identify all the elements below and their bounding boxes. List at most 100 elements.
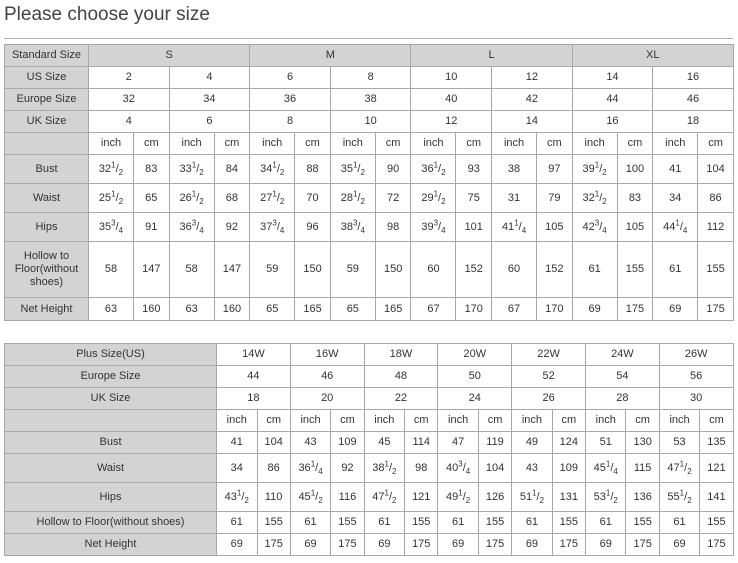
table-cell: 175 [256, 533, 291, 556]
table-cell: 88 [294, 154, 331, 184]
table-cell: 86 [697, 183, 734, 213]
table-cell: 175 [625, 533, 660, 556]
table-cell: 411/4 [491, 212, 538, 242]
table-cell: 4 [168, 66, 251, 89]
table-cell: 61 [216, 511, 258, 534]
table-cell: 101 [455, 212, 493, 242]
table-cell: 155 [256, 511, 291, 534]
table-cell: 97 [536, 154, 573, 184]
unit-label: inch [249, 132, 296, 155]
table-cell: 114 [404, 431, 439, 454]
table-cell: 165 [294, 297, 331, 321]
table-cell: 38 [491, 154, 538, 184]
table-cell: 70 [294, 183, 331, 213]
table-cell: 175 [697, 297, 734, 321]
table-cell: 32 [88, 88, 170, 111]
table-cell: 41 [652, 154, 699, 184]
table-cell: 92 [330, 453, 365, 483]
unit-label: inch [363, 409, 406, 432]
table-cell: 59 [249, 241, 296, 298]
table-cell: 43 [289, 431, 332, 454]
table-cell: 34 [168, 88, 251, 111]
unit-label: inch [168, 132, 215, 155]
table-cell: 65 [133, 183, 170, 213]
unit-label: cm [455, 132, 493, 155]
table-cell: 124 [551, 431, 586, 454]
row-header: Net Height [4, 297, 89, 321]
table-cell: 61 [584, 511, 627, 534]
unit-label: inch [571, 132, 618, 155]
row-header: Hollow to Floor(without shoes) [4, 241, 89, 298]
table-cell: 353/4 [88, 212, 134, 242]
table-cell: 471/2 [658, 453, 701, 483]
table-cell: 152 [455, 241, 493, 298]
table-cell: 54 [584, 365, 660, 388]
table-cell: 36 [249, 88, 331, 111]
table-cell: 291/2 [410, 183, 457, 213]
table-cell: 321/2 [88, 154, 134, 184]
table-cell: 100 [616, 154, 654, 184]
table-cell: 147 [213, 241, 251, 298]
table-cell: 44 [571, 88, 654, 111]
row-header: UK Size [4, 387, 217, 410]
table-cell: 155 [616, 241, 654, 298]
table-cell: 90 [374, 154, 412, 184]
table-cell: 8 [329, 66, 412, 89]
table-cell: 251/2 [88, 183, 134, 213]
table-cell: 131 [551, 482, 586, 512]
unit-label: cm [256, 409, 291, 432]
table-cell: 160 [133, 297, 170, 321]
table-cell: 383/4 [329, 212, 376, 242]
table-cell: 40 [410, 88, 493, 111]
table-cell: 22 [363, 387, 439, 410]
table-cell: 43 [511, 453, 553, 483]
unit-label: inch [491, 132, 538, 155]
table-cell: 18W [363, 343, 439, 366]
table-cell: 53 [658, 431, 701, 454]
unit-label: cm [404, 409, 439, 432]
measure-row: Waist 34 86 361/4 92 381/2 98 403/4 104 43 109 451/… [4, 453, 734, 483]
table-cell: 41 [216, 431, 258, 454]
size-row: Europe Size 44 46 48 50 52 54 56 [4, 365, 734, 388]
table-cell: 93 [455, 154, 493, 184]
table-cell: 551/2 [658, 482, 701, 512]
table-cell: 61 [437, 511, 479, 534]
table-cell: 69 [216, 533, 258, 556]
table-cell: 86 [256, 453, 291, 483]
unit-row: inch cm inch cm inch cm inch cm inch cm inch cm inch… [4, 409, 734, 432]
table-cell: 46 [289, 365, 365, 388]
table-cell: 471/2 [363, 482, 406, 512]
table-cell: 18 [216, 387, 291, 410]
table-cell: 34 [652, 183, 699, 213]
table-cell: 98 [374, 212, 412, 242]
table-cell: 391/2 [571, 154, 618, 184]
table-cell: 150 [374, 241, 412, 298]
unit-label: cm [625, 409, 660, 432]
table-cell: 61 [289, 511, 332, 534]
size-row: UK Size 18 20 22 24 26 28 30 [4, 387, 734, 410]
unit-label: cm [697, 132, 734, 155]
table-cell: 121 [404, 482, 439, 512]
table-cell: 72 [374, 183, 412, 213]
row-header: US Size [4, 66, 89, 89]
unit-label: cm [294, 132, 331, 155]
table-cell: 175 [616, 297, 654, 321]
table-cell: 44 [216, 365, 291, 388]
table-cell: 451/4 [584, 453, 627, 483]
table-cell: 170 [455, 297, 493, 321]
table-cell: 67 [410, 297, 457, 321]
unit-row: inch cm inch cm inch cm inch cm inch cm inch cm inch… [4, 132, 734, 155]
unit-label: cm [133, 132, 170, 155]
row-header: Hollow to Floor(without shoes) [4, 511, 217, 534]
measure-row: Net Height 63 160 63 160 65 165 65 165 67 170 67 170… [4, 297, 734, 321]
table-cell: 69 [363, 533, 406, 556]
table-cell: 16 [571, 110, 654, 133]
table-cell: 69 [511, 533, 553, 556]
table-cell: 155 [625, 511, 660, 534]
table-cell: 271/2 [249, 183, 296, 213]
unit-label: inch [410, 132, 457, 155]
table-cell: 26 [511, 387, 586, 410]
measure-row: Hollow to Floor(without shoes) 58 147 58 147… [4, 241, 734, 298]
table-cell: 155 [330, 511, 365, 534]
table-cell: 60 [491, 241, 538, 298]
